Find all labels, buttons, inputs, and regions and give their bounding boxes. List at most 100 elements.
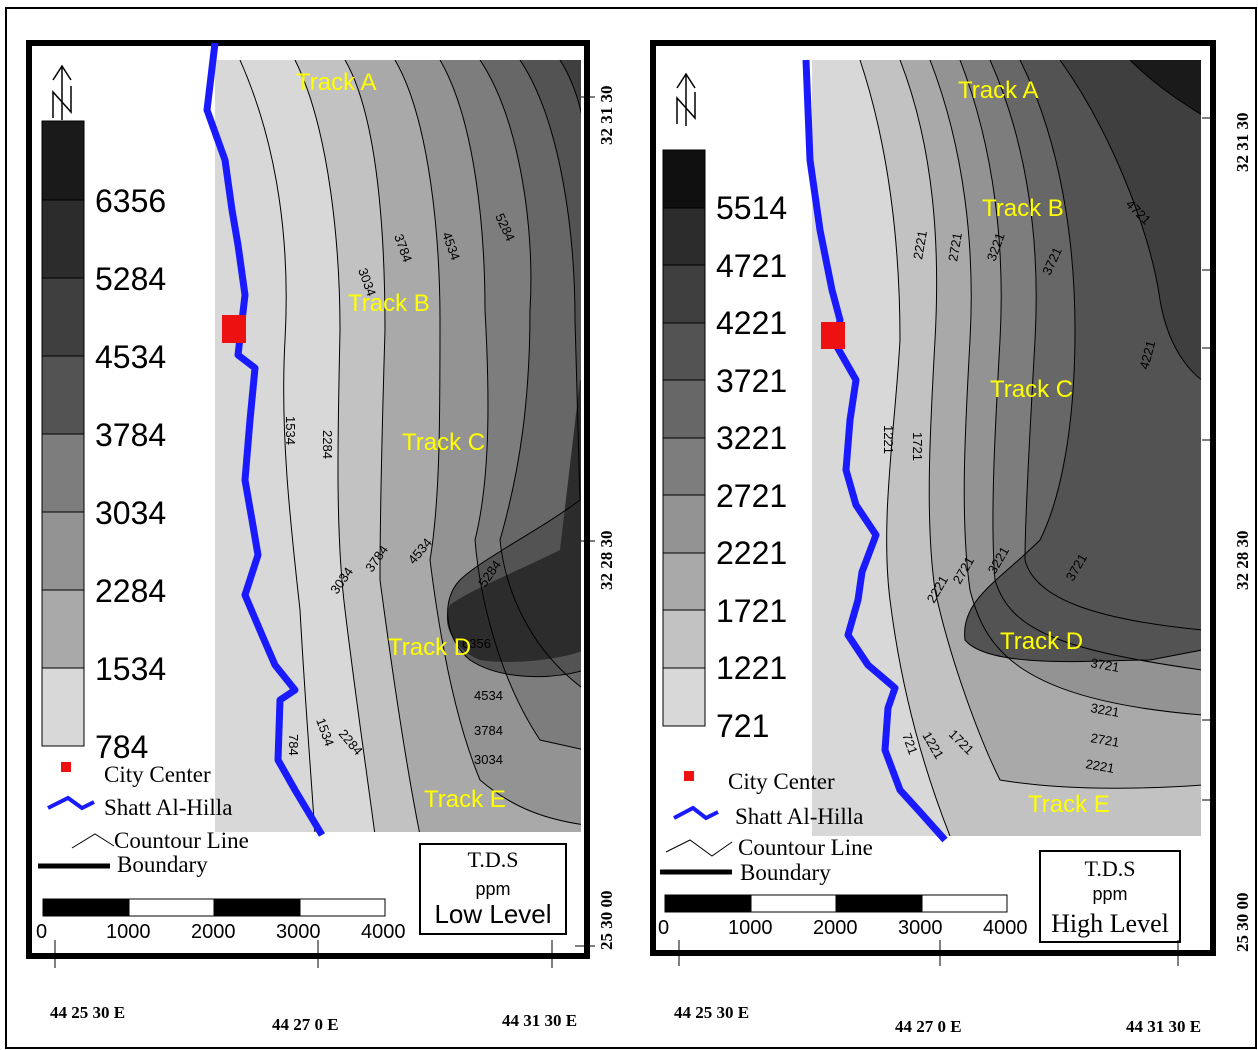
city-center-symbol xyxy=(684,771,694,781)
legend-value: 3784 xyxy=(95,417,166,453)
lat-label: 25 30 00 xyxy=(1233,893,1252,953)
contour-label: 1534 xyxy=(283,416,298,445)
info-level: High Level xyxy=(1051,909,1169,938)
contour-label: 2721 xyxy=(1089,730,1120,750)
scale-tick: 4000 xyxy=(361,921,406,943)
left-symbol-legend: City Center Shatt Al-Hilla Countour Line… xyxy=(38,762,249,877)
right-lon-labels: 44 25 30 E 44 27 0 E 44 31 30 E xyxy=(674,940,1201,1036)
contour-label: 3034 xyxy=(474,752,503,767)
lon-label: 44 31 30 E xyxy=(502,1011,577,1030)
contour-label: 721 xyxy=(899,731,921,757)
lat-label: 32 31 30 xyxy=(1233,113,1252,173)
track-label: Track D xyxy=(388,634,471,661)
contour-label: 784 xyxy=(286,734,301,756)
right-scale-bar xyxy=(664,894,1008,913)
contour-label: 2221 xyxy=(910,229,930,260)
scale-tick: 1000 xyxy=(728,917,773,939)
scale-tick: 3000 xyxy=(276,921,321,943)
left-lon-labels: 44 25 30 E 44 27 0 E 44 31 30 E xyxy=(50,940,577,1034)
city-center-symbol xyxy=(61,762,71,772)
left-panel: 3034 3784 4534 5284 1534 2284 3034 3784 … xyxy=(26,40,616,1034)
contour-label: 4534 xyxy=(474,688,503,703)
info-unit: ppm xyxy=(1092,884,1127,904)
legend-value: 4721 xyxy=(716,248,787,284)
lat-label: 32 28 30 xyxy=(1233,531,1252,591)
legend-value: 721 xyxy=(716,708,769,744)
legend-value: 1721 xyxy=(716,593,787,629)
legend-value: 3034 xyxy=(95,495,166,531)
legend-boundary: Boundary xyxy=(117,852,208,877)
scale-tick: 0 xyxy=(36,921,47,943)
contour-symbol xyxy=(665,839,733,857)
left-scale-ticks: 0 1000 2000 3000 4000 xyxy=(36,921,406,943)
contour-label: 3221 xyxy=(1089,700,1120,720)
legend-city-center: City Center xyxy=(104,762,211,787)
legend-value: 6356 xyxy=(95,183,166,219)
city-center-marker xyxy=(222,315,246,343)
city-center-marker xyxy=(821,322,845,349)
legend-value: 5284 xyxy=(95,261,166,297)
right-legend-values: 5514 4721 4221 3721 3221 2721 2221 1721 … xyxy=(716,190,787,744)
scale-tick: 4000 xyxy=(983,917,1028,939)
track-label: Track A xyxy=(296,69,376,96)
contour-label: 3784 xyxy=(474,723,503,738)
scale-tick: 3000 xyxy=(898,917,943,939)
right-legend-bar xyxy=(662,149,706,727)
lon-label: 44 27 0 E xyxy=(895,1017,962,1036)
track-label: Track D xyxy=(1000,628,1083,655)
legend-contour: Countour Line xyxy=(114,828,249,853)
legend-value: 2721 xyxy=(716,478,787,514)
contour-label: 4221 xyxy=(1136,339,1158,371)
legend-value: 3221 xyxy=(716,420,787,456)
right-map xyxy=(812,60,1201,836)
lon-label: 44 27 0 E xyxy=(272,1015,339,1034)
scale-tick: 1000 xyxy=(106,921,151,943)
contour-label: 1221 xyxy=(881,425,896,454)
contour-label: 2221 xyxy=(1084,756,1115,776)
north-arrow-icon xyxy=(52,64,72,120)
contour-label: 3721 xyxy=(1089,655,1120,675)
track-label: Track C xyxy=(990,376,1073,403)
left-lat-labels: 32 31 30 32 28 30 25 30 00 xyxy=(575,86,616,951)
info-title: T.D.S xyxy=(468,847,519,872)
left-legend-bar xyxy=(41,120,85,747)
left-legend-values: 6356 5284 4534 3784 3034 2284 1534 784 xyxy=(95,183,166,765)
right-track-labels: Track A Track B Track C Track D Track E xyxy=(958,77,1110,818)
river-shatt-al-hilla xyxy=(802,59,948,843)
legend-value: 4534 xyxy=(95,339,166,375)
lon-label: 44 31 30 E xyxy=(1126,1017,1201,1036)
contour-label: 2284 xyxy=(320,430,335,459)
legend-boundary: Boundary xyxy=(740,860,831,885)
contour-label: 1721 xyxy=(910,432,925,461)
river-symbol xyxy=(673,805,719,821)
lon-label: 44 25 30 E xyxy=(674,1003,749,1022)
right-panel: 4721 2221 2721 3221 3721 4221 1221 1721 … xyxy=(650,40,1252,1036)
left-map xyxy=(215,60,581,832)
legend-city-center: City Center xyxy=(728,769,835,794)
contour-symbol xyxy=(71,833,115,849)
info-title: T.D.S xyxy=(1085,856,1136,881)
legend-value: 1534 xyxy=(95,651,166,687)
legend-value: 4221 xyxy=(716,305,787,341)
legend-value: 3721 xyxy=(716,363,787,399)
river-symbol xyxy=(47,795,95,811)
legend-river: Shatt Al-Hilla xyxy=(104,795,232,820)
track-label: Track B xyxy=(982,195,1064,222)
lat-label: 25 30 00 xyxy=(597,891,616,951)
legend-value: 2221 xyxy=(716,535,787,571)
scale-tick: 2000 xyxy=(191,921,236,943)
legend-value: 1221 xyxy=(716,650,787,686)
north-arrow-icon xyxy=(676,72,696,126)
legend-value: 2284 xyxy=(95,573,166,609)
legend-river: Shatt Al-Hilla xyxy=(735,804,863,829)
scale-tick: 0 xyxy=(658,917,669,939)
legend-value: 5514 xyxy=(716,190,787,226)
river-shatt-al-hilla xyxy=(203,42,326,837)
lat-label: 32 31 30 xyxy=(597,86,616,146)
left-track-labels: Track A Track B Track C Track D Track E xyxy=(296,69,506,813)
track-label: Track E xyxy=(424,786,506,813)
right-scale-ticks: 0 1000 2000 3000 4000 xyxy=(658,917,1028,939)
contour-label: 2721 xyxy=(945,231,965,262)
legend-value: 784 xyxy=(95,729,148,765)
